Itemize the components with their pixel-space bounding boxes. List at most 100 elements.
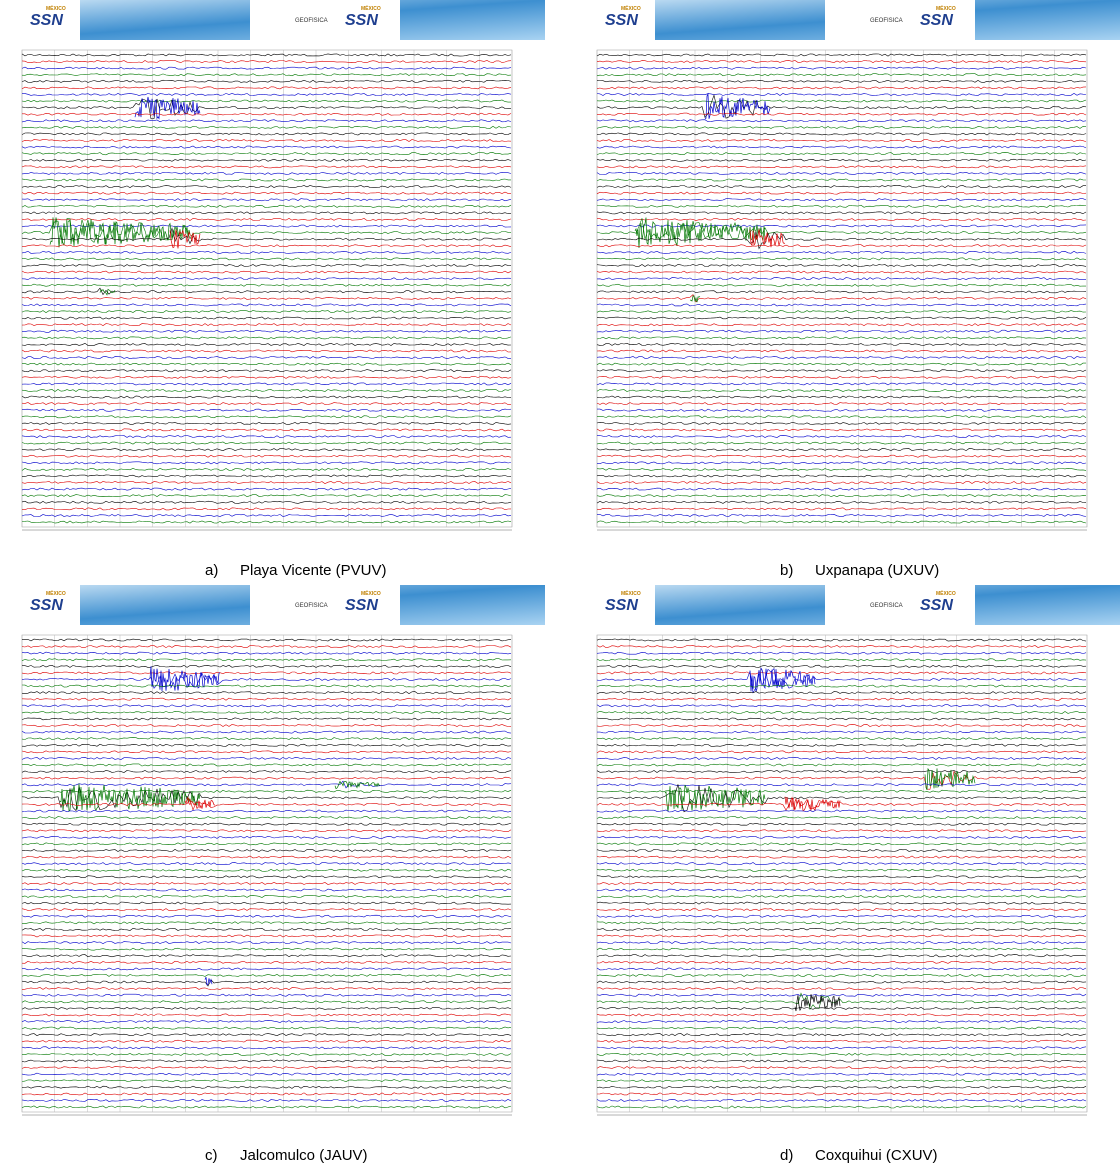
trace (596, 441, 1087, 445)
trace (596, 356, 1087, 359)
trace (596, 980, 1087, 984)
trace (596, 908, 1087, 912)
plot-frame (21, 634, 513, 1113)
trace (596, 914, 1087, 918)
logo-country: MÉXICO (46, 589, 66, 597)
trace (21, 974, 512, 977)
trace (21, 645, 512, 649)
trace (21, 310, 512, 313)
trace (596, 290, 1087, 294)
trace (21, 316, 512, 320)
trace (596, 888, 1087, 892)
trace (21, 743, 512, 747)
trace (21, 888, 512, 892)
trace (21, 1092, 512, 1096)
trace (21, 1033, 512, 1037)
trace (596, 198, 1087, 202)
trace (596, 868, 1087, 872)
trace (596, 974, 1087, 977)
trace (21, 1006, 512, 1010)
trace (21, 914, 512, 918)
trace (596, 992, 1087, 1011)
seismic-event (99, 288, 116, 296)
trace (21, 171, 512, 175)
trace (21, 60, 512, 64)
trace (596, 1013, 1087, 1017)
caption: Jalcomulco (JAUV) (240, 1147, 368, 1164)
trace (21, 342, 512, 346)
trace (596, 93, 1087, 96)
trace (21, 211, 511, 215)
trace (596, 66, 1087, 70)
trace (596, 750, 1087, 754)
trace (596, 60, 1087, 64)
seismic-event (59, 783, 201, 812)
trace (21, 941, 512, 945)
trace (596, 264, 1087, 267)
trace (21, 842, 512, 846)
trace (596, 1020, 1087, 1023)
trace (596, 329, 1087, 333)
trace (21, 218, 512, 221)
trace (21, 671, 512, 675)
trace (596, 152, 1087, 156)
seismic-event (204, 976, 213, 986)
trace (21, 960, 512, 964)
trace (596, 1066, 1087, 1069)
trace (596, 349, 1087, 353)
trace (596, 283, 1087, 287)
logo-country: MÉXICO (936, 589, 956, 597)
trace (21, 408, 512, 412)
institute: GEOFISICA (295, 18, 328, 24)
banner-mid (250, 0, 400, 40)
trace (596, 303, 1087, 307)
trace (21, 750, 512, 754)
trace (21, 1079, 512, 1083)
trace (21, 165, 512, 169)
trace (596, 796, 1087, 811)
trace (21, 481, 512, 484)
trace (596, 697, 1087, 701)
trace (21, 198, 512, 202)
trace (21, 132, 512, 136)
trace (596, 763, 1087, 767)
trace (596, 461, 1087, 465)
banner-left (0, 585, 80, 625)
trace (21, 697, 512, 701)
trace (21, 520, 512, 524)
trace (596, 428, 1087, 432)
trace (21, 86, 512, 90)
seismic-event (169, 229, 201, 249)
trace (21, 776, 512, 780)
trace (597, 408, 1087, 412)
seismic-event (749, 229, 786, 248)
trace (21, 119, 512, 123)
trace (597, 112, 1087, 116)
seismic-event (184, 796, 216, 809)
trace (21, 336, 512, 340)
trace (596, 211, 1087, 215)
trace (21, 421, 512, 425)
trace (21, 1000, 512, 1004)
trace (596, 171, 1087, 175)
trace (21, 329, 511, 333)
trace (21, 454, 512, 458)
trace (596, 1039, 1086, 1043)
trace (596, 342, 1087, 346)
trace (596, 231, 1087, 250)
trace (21, 875, 512, 879)
trace (21, 204, 512, 208)
trace (596, 467, 1087, 471)
trace (596, 875, 1087, 879)
trace (596, 789, 1087, 793)
trace (21, 927, 512, 931)
trace (21, 250, 512, 254)
banner-left (575, 0, 655, 40)
trace (21, 664, 512, 668)
trace (596, 119, 1087, 123)
seismic-event (924, 767, 976, 791)
trace (596, 277, 1086, 281)
